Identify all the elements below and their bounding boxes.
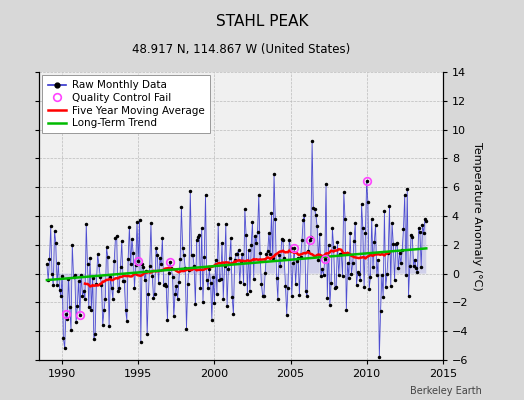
Text: Berkeley Earth: Berkeley Earth xyxy=(410,386,482,396)
Legend: Raw Monthly Data, Quality Control Fail, Five Year Moving Average, Long-Term Tren: Raw Monthly Data, Quality Control Fail, … xyxy=(42,75,210,133)
Y-axis label: Temperature Anomaly (°C): Temperature Anomaly (°C) xyxy=(473,142,483,290)
Title: 48.917 N, 114.867 W (United States): 48.917 N, 114.867 W (United States) xyxy=(132,42,350,56)
Text: STAHL PEAK: STAHL PEAK xyxy=(216,14,308,29)
